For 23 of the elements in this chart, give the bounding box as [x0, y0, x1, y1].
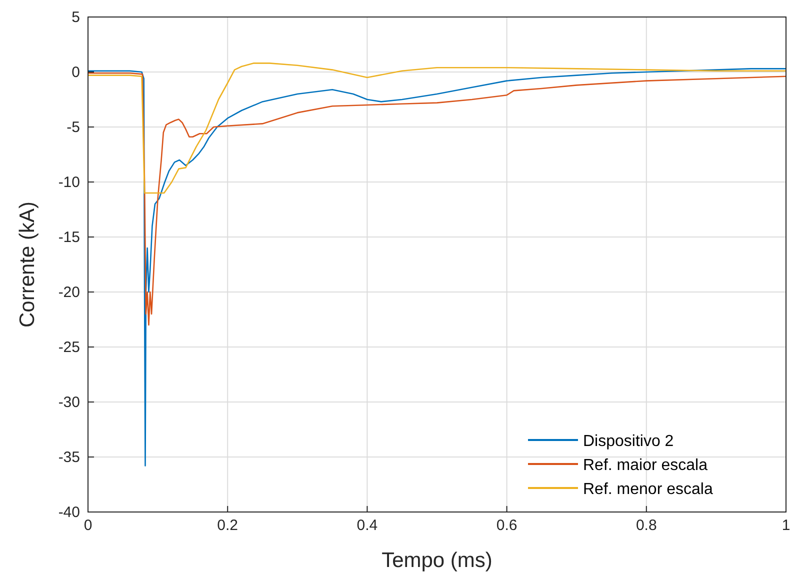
- legend-label: Dispositivo 2: [583, 433, 674, 450]
- y-tick-label: -40: [58, 504, 80, 521]
- y-axis-title: Corrente (kA): [16, 201, 39, 328]
- x-tick-label: 0: [84, 517, 92, 534]
- y-tick-label: -10: [58, 174, 80, 191]
- y-tick-label: -5: [66, 119, 80, 136]
- line-series: [87, 72, 787, 326]
- y-tick-label: -20: [58, 284, 80, 301]
- line-series: [87, 62, 787, 194]
- y-tick-label: -15: [58, 229, 80, 246]
- y-tick-label: -30: [58, 394, 80, 411]
- x-axis-title: Tempo (ms): [382, 549, 492, 572]
- legend-label: Ref. maior escala: [583, 457, 708, 474]
- y-tick-label: -35: [58, 449, 80, 466]
- legend-label: Ref. menor escala: [583, 481, 713, 498]
- x-tick-label: 0.6: [496, 517, 518, 534]
- y-tick-label: 0: [72, 64, 80, 81]
- x-tick-label: 1: [782, 517, 790, 534]
- y-tick-label: -25: [58, 339, 80, 356]
- x-tick-label: 0.8: [636, 517, 657, 534]
- y-tick-label: 5: [72, 9, 80, 26]
- x-tick-label: 0.4: [356, 517, 378, 534]
- x-tick-label: 0.2: [217, 517, 238, 534]
